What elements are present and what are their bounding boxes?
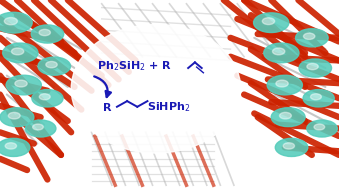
Text: R: R: [103, 103, 112, 113]
Circle shape: [283, 143, 295, 149]
Circle shape: [39, 94, 50, 100]
Circle shape: [264, 43, 299, 63]
Circle shape: [25, 120, 56, 137]
Circle shape: [311, 94, 321, 100]
Circle shape: [314, 124, 325, 130]
Circle shape: [276, 80, 288, 87]
Circle shape: [307, 120, 337, 137]
Text: Ph$_2$SiH$_2$ + R: Ph$_2$SiH$_2$ + R: [97, 59, 172, 73]
Circle shape: [303, 33, 315, 40]
Circle shape: [8, 112, 20, 119]
Circle shape: [262, 18, 275, 25]
Circle shape: [6, 75, 41, 95]
Text: SiHPh$_2$: SiHPh$_2$: [147, 101, 191, 114]
Circle shape: [273, 48, 285, 55]
Circle shape: [254, 13, 289, 33]
Circle shape: [5, 143, 17, 149]
Ellipse shape: [71, 25, 241, 153]
Circle shape: [0, 12, 32, 33]
FancyArrowPatch shape: [94, 76, 111, 97]
Circle shape: [46, 61, 57, 68]
Circle shape: [299, 59, 332, 77]
Circle shape: [279, 112, 291, 119]
Circle shape: [12, 48, 24, 55]
Circle shape: [296, 29, 328, 47]
Circle shape: [38, 57, 71, 75]
Circle shape: [4, 18, 17, 25]
Circle shape: [275, 138, 308, 156]
Circle shape: [0, 138, 30, 156]
Circle shape: [307, 63, 318, 70]
Circle shape: [303, 90, 334, 107]
Circle shape: [33, 124, 43, 130]
Circle shape: [3, 43, 38, 63]
Circle shape: [267, 75, 302, 95]
Circle shape: [32, 90, 63, 107]
Circle shape: [0, 108, 34, 127]
Circle shape: [271, 108, 305, 127]
Circle shape: [15, 80, 27, 87]
Circle shape: [39, 29, 51, 36]
Circle shape: [31, 25, 64, 43]
